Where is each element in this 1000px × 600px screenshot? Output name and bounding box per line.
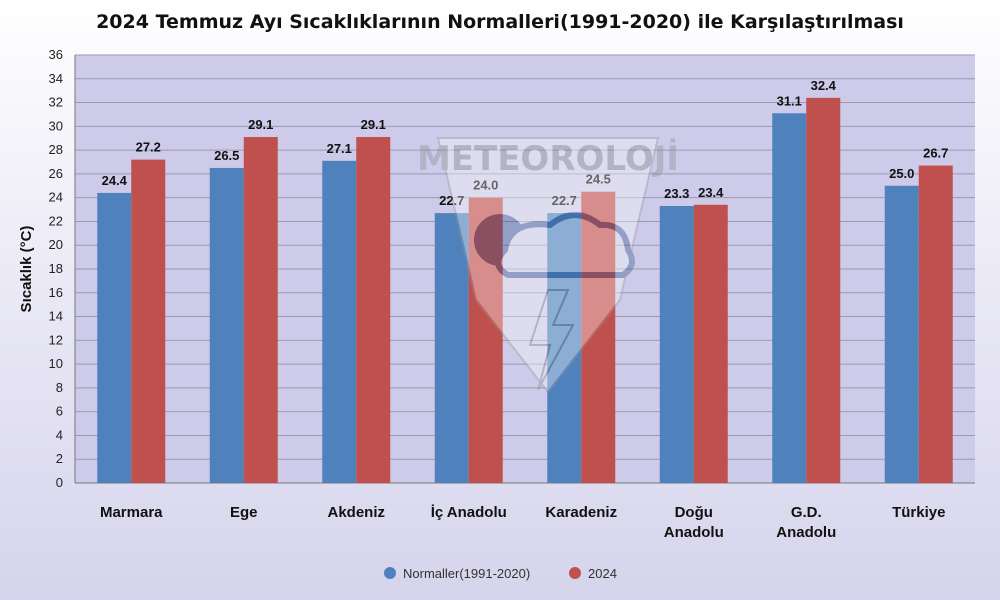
y-tick-label: 12 [49,332,63,347]
y-tick-label: 32 [49,95,63,110]
data-label: 24.0 [473,178,498,193]
x-category-label: Doğu [675,504,713,521]
y-tick-label: 10 [49,356,63,371]
legend-label: Normaller(1991-2020) [403,566,530,581]
x-category-label: Marmara [100,504,163,521]
bar [131,159,166,483]
y-tick-label: 16 [49,285,63,300]
bar [581,191,616,483]
data-label: 24.5 [586,172,611,187]
bar [659,205,694,483]
meteoroloji-watermark-logo: METEOROLOJİ [417,137,679,394]
bar [243,137,278,484]
x-category-label: Akdeniz [327,504,385,521]
y-tick-label: 22 [49,213,63,228]
bar [884,185,919,483]
data-label: 32.4 [811,78,837,93]
bar [547,213,582,483]
legend-marker [569,567,581,579]
data-label: 25.0 [889,166,914,181]
y-tick-label: 2 [56,451,63,466]
bar [434,213,469,483]
x-category-label: Anadolu [664,524,724,541]
y-tick-label: 28 [49,142,63,157]
y-tick-label: 20 [49,237,63,252]
data-label: 27.1 [327,141,352,156]
y-tick-label: 0 [56,475,63,490]
chart-title: 2024 Temmuz Ayı Sıcaklıklarının Normalle… [96,11,904,33]
x-category-label: Anadolu [776,524,836,541]
bar [693,204,728,484]
x-category-label: Ege [230,504,258,521]
data-label: 31.1 [777,93,802,108]
data-label: 22.7 [439,193,464,208]
data-label: 27.2 [136,140,161,155]
data-label: 26.7 [923,146,948,161]
data-label: 22.7 [552,193,577,208]
x-category-label: Karadeniz [545,504,617,521]
x-category-label: G.D. [791,504,822,521]
y-tick-label: 30 [49,118,63,133]
bar [97,192,132,483]
legend-marker [384,567,396,579]
bar [209,167,244,483]
y-axis-label: Sıcaklık (°C) [18,226,35,313]
y-tick-label: 4 [56,427,63,442]
data-label: 29.1 [248,117,273,132]
svg-text:METEOROLOJİ: METEOROLOJİ [417,138,679,179]
bar [468,197,503,483]
y-tick-label: 14 [49,309,63,324]
data-label: 26.5 [214,148,239,163]
x-category-label: İç Anadolu [431,504,507,521]
y-tick-label: 8 [56,380,63,395]
data-label: 23.3 [664,186,689,201]
y-tick-label: 18 [49,261,63,276]
x-category-label: Türkiye [892,504,945,521]
legend-label: 2024 [588,566,617,581]
bar [322,160,357,484]
y-tick-label: 34 [49,71,63,86]
data-label: 23.4 [698,185,724,200]
data-label: 29.1 [361,117,386,132]
data-label: 24.4 [102,173,128,188]
bar [806,97,841,484]
y-tick-label: 6 [56,404,63,419]
bar [918,165,953,484]
y-tick-label: 24 [49,190,63,205]
y-tick-label: 36 [49,47,63,62]
y-tick-label: 26 [49,166,63,181]
bar [356,137,391,484]
bar [772,113,807,483]
